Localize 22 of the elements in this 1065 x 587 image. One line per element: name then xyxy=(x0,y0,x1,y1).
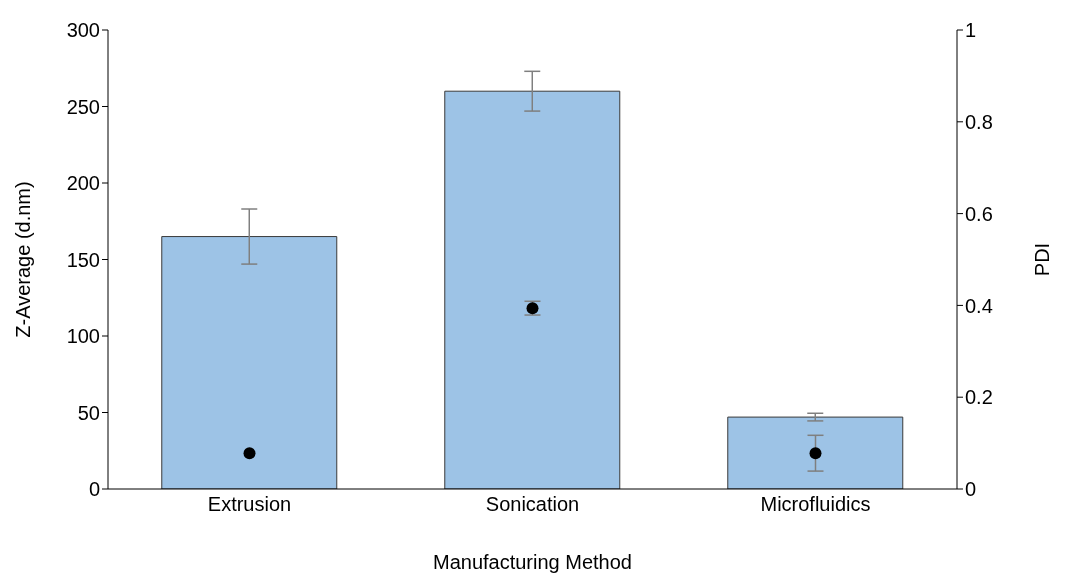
y-axis-title: Z-Average (d.nm) xyxy=(12,181,35,338)
y-tick-label: 250 xyxy=(66,95,100,118)
x-tick-label: Microfluidics xyxy=(760,493,871,516)
y2-tick-label: 0.4 xyxy=(965,294,993,317)
y-tick-label: 0 xyxy=(88,478,100,501)
y2-tick-label: 0 xyxy=(965,478,977,501)
bar xyxy=(161,236,338,489)
y-tick-label: 100 xyxy=(66,325,100,348)
y-tick-label: 50 xyxy=(77,401,100,424)
y2-tick-label: 0.6 xyxy=(965,202,993,225)
bar xyxy=(727,416,904,489)
x-axis-title: Manufacturing Method xyxy=(432,551,633,573)
y2-tick-label: 0.2 xyxy=(965,386,993,409)
bar xyxy=(444,90,621,489)
y-tick-label: 150 xyxy=(66,248,100,271)
y2-axis-title: PDI xyxy=(1031,242,1054,277)
y2-tick-label: 1 xyxy=(965,19,977,42)
y2-tick-label: 0.8 xyxy=(965,110,993,133)
x-tick-label: Sonication xyxy=(485,493,580,516)
y-tick-label: 300 xyxy=(66,19,100,42)
x-tick-label: Extrusion xyxy=(207,493,292,516)
y-tick-label: 200 xyxy=(66,172,100,195)
